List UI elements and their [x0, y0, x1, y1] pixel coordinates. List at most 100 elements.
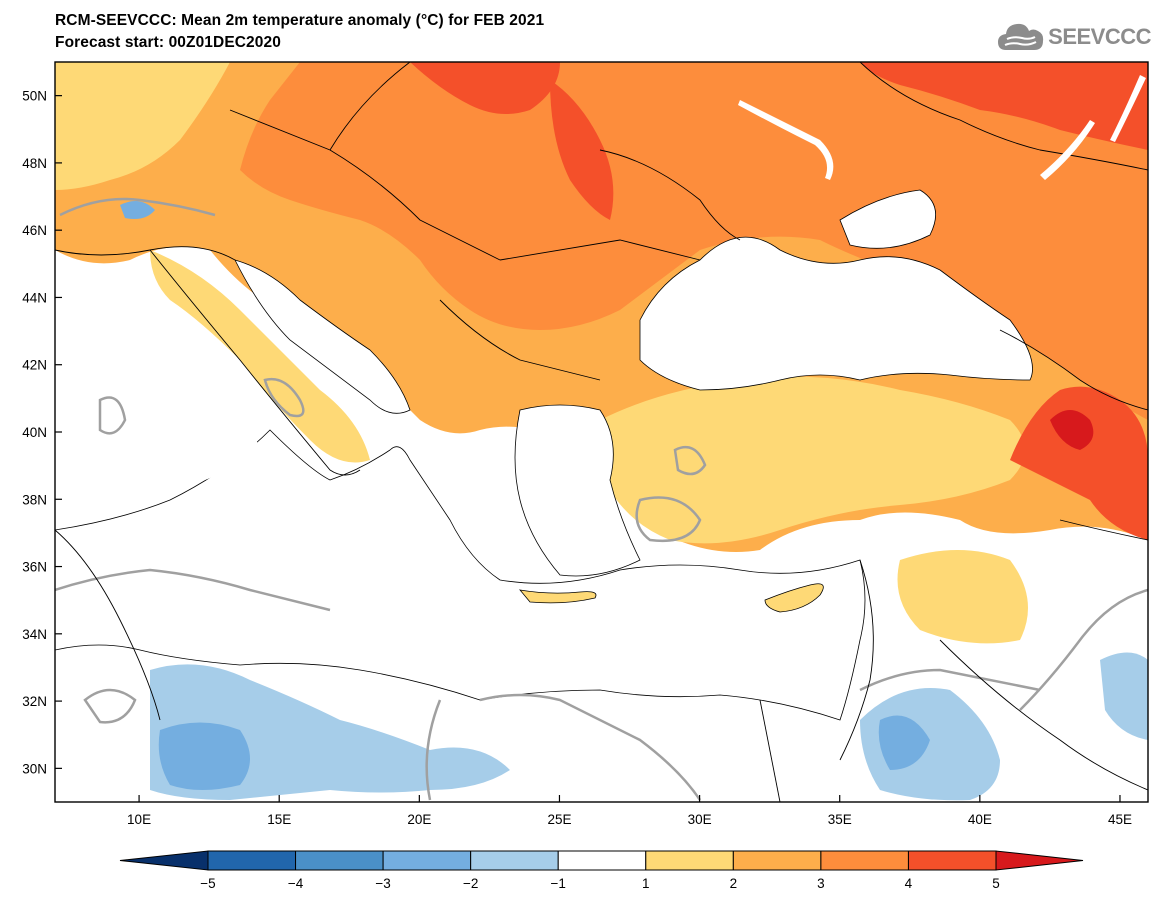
mediterranean-sea — [55, 429, 866, 721]
anomaly-fill-4to5-carpathians — [550, 80, 614, 220]
map-title: RCM-SEEVCCC: Mean 2m temperature anomaly… — [55, 12, 545, 29]
cyprus — [764, 583, 824, 613]
y-tick-label: 32N — [22, 694, 47, 709]
zero-contour — [425, 699, 442, 801]
colorbar-label: 4 — [905, 876, 913, 891]
colorbar-label: −1 — [551, 876, 566, 891]
latitude-axis: 50N 48N 46N 44N 42N 40N 38N 36N 34N 32N 30N — [22, 89, 62, 776]
x-tick-label: 30E — [688, 812, 712, 827]
zero-contours — [55, 197, 1148, 801]
colorbar-label: −5 — [200, 876, 215, 891]
colorbar-box — [382, 850, 472, 871]
borders — [55, 62, 1148, 802]
y-tick-label: 48N — [22, 156, 47, 171]
border — [499, 239, 701, 261]
colorbar-box — [557, 850, 647, 871]
inland-water — [738, 75, 1146, 180]
zero-contour — [1019, 588, 1148, 711]
y-tick-label: 46N — [22, 223, 47, 238]
aegean-sea — [514, 404, 641, 577]
border — [599, 149, 741, 241]
zero-contour — [98, 396, 127, 435]
y-tick-label: 30N — [22, 761, 47, 776]
anomaly-fill-4to5-russia — [860, 62, 1148, 150]
border — [1059, 519, 1148, 541]
anomaly-fill-5plus-armenia — [1050, 410, 1094, 450]
border — [839, 559, 874, 761]
border — [759, 699, 781, 802]
zero-contour — [479, 693, 702, 801]
colorbar-label: −4 — [288, 876, 304, 891]
cloud-icon — [998, 23, 1044, 50]
colorbar-label: 2 — [730, 876, 738, 891]
x-tick-label: 40E — [968, 812, 992, 827]
border — [55, 529, 161, 721]
border — [859, 62, 1148, 171]
black-sea — [639, 236, 1033, 391]
y-tick-label: 34N — [22, 627, 47, 642]
colorbar-box — [470, 850, 559, 871]
colorbar-box — [820, 850, 909, 871]
x-tick-label: 10E — [127, 812, 151, 827]
sea-of-azov — [839, 189, 937, 249]
y-tick-label: 36N — [22, 560, 47, 575]
anomaly-fill-neg2to3-arabia — [878, 715, 930, 770]
x-tick-label: 35E — [828, 812, 852, 827]
zero-contour — [59, 197, 216, 217]
y-tick-label: 42N — [22, 358, 47, 373]
zero-contour — [55, 568, 331, 612]
x-tick-label: 20E — [407, 812, 431, 827]
crete — [519, 589, 597, 604]
adriatic-sea — [234, 259, 411, 414]
border — [999, 329, 1148, 411]
zero-contour — [859, 668, 1041, 692]
coastline — [149, 249, 361, 476]
colorbar-min-arrow — [119, 850, 209, 871]
anomaly-fill-neg1to2-alps — [120, 201, 155, 219]
anomaly-fill-4to5-caucasus — [1010, 386, 1148, 540]
border — [229, 109, 501, 261]
river — [1110, 75, 1146, 142]
border — [329, 62, 411, 151]
colorbar: −5 −4 −3 −2 −1 1 2 3 4 5 — [119, 850, 1084, 891]
colorbar-label: 3 — [817, 876, 825, 891]
river — [738, 100, 834, 180]
colorbar-label: 5 — [992, 876, 1000, 891]
colorbar-box — [295, 850, 384, 871]
logo-text: SEEVCCC — [1048, 24, 1151, 49]
anomaly-fill-4to5-ukraine — [410, 62, 560, 114]
colorbar-max-arrow — [995, 850, 1084, 871]
x-tick-label: 25E — [547, 812, 571, 827]
anomaly-fill-1to2-levant — [897, 550, 1028, 644]
anomaly-fill-1to2-italy — [150, 250, 370, 463]
zero-contour — [83, 688, 137, 724]
seevccc-logo: SEEVCCC — [996, 20, 1151, 54]
colorbar-label: −2 — [463, 876, 478, 891]
colorbar-label: −3 — [375, 876, 390, 891]
forecast-start-label: Forecast start: 00Z01DEC2020 — [55, 34, 281, 51]
tyrrhenian-sea — [97, 330, 260, 490]
border — [439, 299, 601, 381]
anomaly-fill-1to2-turkey — [600, 376, 1025, 544]
x-tick-label: 45E — [1108, 812, 1132, 827]
colorbar-box — [207, 850, 297, 871]
anomaly-fill-neg1to2-iraq — [1100, 652, 1148, 740]
zero-contour — [673, 445, 707, 476]
longitude-axis: 10E 15E 20E 25E 30E 35E 40E 45E — [127, 795, 1132, 827]
border — [939, 639, 1148, 791]
colorbar-label: 1 — [642, 876, 650, 891]
y-tick-label: 44N — [22, 290, 47, 305]
y-tick-label: 38N — [22, 492, 47, 507]
y-tick-label: 40N — [22, 425, 47, 440]
colorbar-box — [732, 850, 822, 871]
zero-contour — [263, 377, 305, 418]
anomaly-fill-3to4-east — [240, 62, 1148, 420]
river — [1040, 120, 1095, 180]
colorbar-box — [645, 850, 734, 871]
colorbar-box — [907, 850, 997, 871]
map-plot-area — [55, 62, 1148, 802]
anomaly-fill-neg2to3-libya — [158, 722, 250, 790]
anomaly-fill-1to2-band — [55, 62, 230, 190]
zero-contour — [635, 496, 702, 543]
